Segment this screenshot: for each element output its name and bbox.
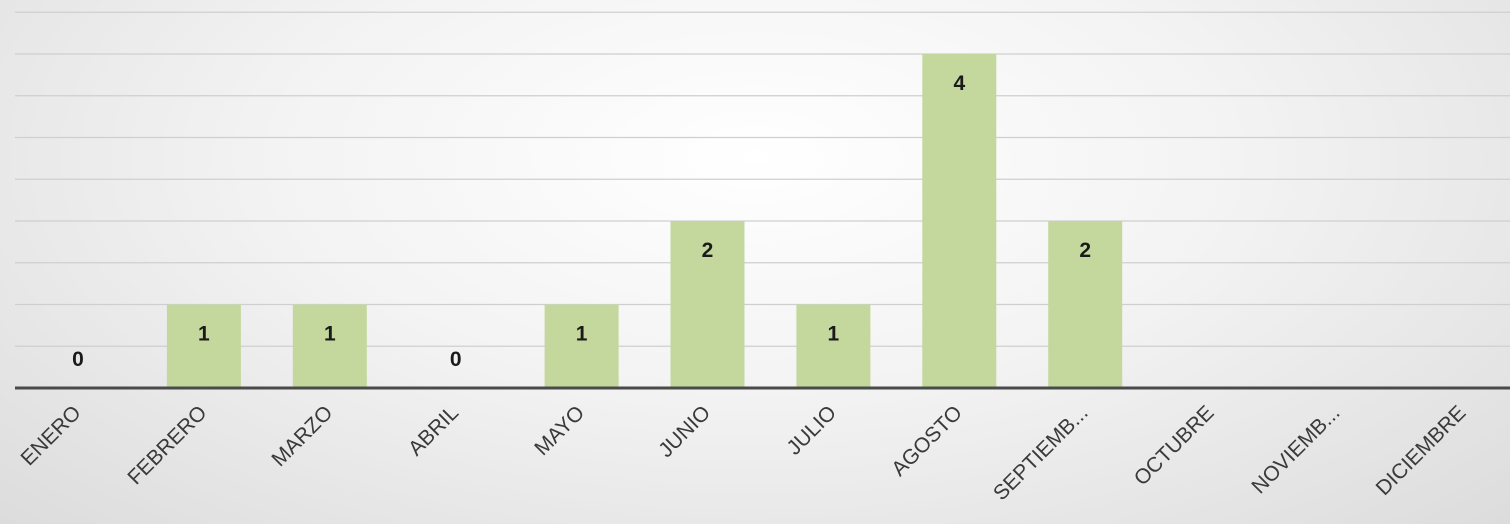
- bar-julio: [796, 304, 871, 388]
- x-tick-label: NOVIEMB...: [1247, 401, 1344, 498]
- data-label: 2: [1079, 239, 1091, 262]
- x-tick-label: AGOSTO: [887, 401, 967, 481]
- x-tick-label: SEPTIEMB...: [989, 401, 1093, 505]
- bar-agosto: [922, 54, 997, 388]
- data-label: 1: [198, 323, 210, 346]
- x-tick-label: JULIO: [783, 401, 841, 459]
- x-tick-labels: ENERO FEBRERO MARZO ABRIL MAYO JUNIO JULIO AGOS…: [16, 401, 1470, 505]
- data-label: 1: [576, 323, 588, 346]
- x-tick-label: MAYO: [530, 401, 589, 460]
- data-label: 4: [953, 72, 965, 95]
- bars: [166, 54, 1123, 388]
- data-label: 1: [828, 323, 840, 346]
- x-tick-label: DICIEMBRE: [1372, 401, 1471, 500]
- bar-marzo: [292, 304, 367, 388]
- data-label: 0: [450, 348, 462, 371]
- x-tick-label: ENERO: [16, 401, 85, 470]
- bar-septiemb: [1048, 221, 1123, 388]
- data-label: 2: [702, 239, 714, 262]
- x-tick-label: ABRIL: [404, 401, 463, 460]
- x-tick-label: FEBRERO: [123, 401, 211, 489]
- x-tick-label: JUNIO: [654, 401, 715, 462]
- data-label: 1: [324, 323, 336, 346]
- gridlines: [15, 11, 1510, 347]
- bar-junio: [670, 221, 745, 388]
- data-label: 0: [72, 348, 84, 371]
- x-tick-label: OCTUBRE: [1130, 401, 1219, 490]
- bar-febrero: [166, 304, 241, 388]
- bar-mayo: [544, 304, 619, 388]
- data-labels: 0 1 1 0 1 2 1 4 2: [72, 72, 1091, 371]
- x-tick-label: MARZO: [267, 401, 337, 471]
